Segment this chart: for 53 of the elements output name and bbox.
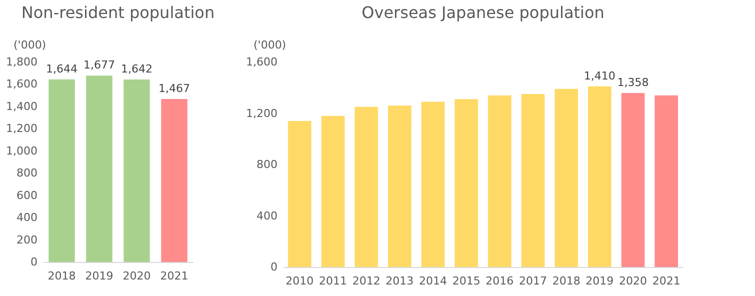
y-tick-label: 400	[16, 211, 38, 224]
y-tick-label: 200	[16, 233, 38, 246]
y-tick-label: 600	[16, 188, 38, 202]
y-tick-label: 1,600	[246, 56, 278, 68]
x-tick-label: 2021	[652, 274, 680, 288]
chart-title: Non-resident population	[21, 3, 215, 22]
x-tick-label: 2019	[85, 270, 114, 282]
y-tick-label: 1,000	[6, 144, 38, 158]
bar	[588, 86, 612, 267]
y-tick-label: 1,800	[6, 56, 38, 68]
data-label: 1,642	[121, 62, 152, 76]
y-axis-title: ('000)	[14, 38, 46, 52]
bar	[521, 94, 545, 267]
bar	[654, 95, 678, 267]
x-tick-label: 2013	[386, 274, 414, 288]
bar	[621, 93, 645, 267]
y-tick-label: 1,400	[6, 100, 38, 113]
data-label: 1,644	[46, 62, 78, 76]
y-tick-label: 1,200	[6, 122, 38, 136]
x-tick-label: 2014	[419, 274, 447, 288]
x-tick-label: 2012	[352, 274, 380, 288]
bar	[321, 116, 345, 267]
bar	[554, 88, 578, 267]
x-tick-label: 2018	[48, 270, 76, 282]
x-tick-label: 2020	[122, 270, 151, 282]
bar	[454, 99, 478, 267]
bar	[421, 102, 445, 267]
x-tick-label: 2021	[160, 270, 188, 282]
data-label: 1,358	[617, 76, 649, 90]
x-tick-label: 2019	[586, 274, 614, 288]
bar	[388, 106, 412, 267]
y-tick-label: 400	[256, 209, 278, 222]
data-label: 1,677	[84, 58, 115, 72]
y-tick-label: 0	[30, 256, 38, 268]
y-tick-label: 1,200	[246, 106, 278, 120]
y-axis-title: ('000)	[254, 38, 286, 52]
x-tick-label: 2010	[286, 274, 314, 288]
y-tick-label: 0	[270, 260, 278, 274]
x-tick-label: 2017	[519, 274, 547, 288]
x-tick-label: 2015	[452, 274, 480, 288]
x-tick-label: 2011	[319, 274, 347, 288]
bar	[354, 106, 378, 267]
data-label: 1,410	[584, 69, 616, 82]
y-tick-label: 800	[256, 158, 278, 171]
data-label: 1,467	[158, 82, 190, 95]
bar	[488, 95, 512, 267]
x-tick-label: 2020	[619, 274, 647, 288]
bar	[288, 120, 312, 267]
y-tick-label: 800	[16, 166, 38, 180]
y-tick-label: 1,600	[6, 78, 38, 91]
x-tick-label: 2016	[486, 274, 514, 288]
x-tick-label: 2018	[552, 274, 580, 288]
chart-title: Overseas Japanese population	[362, 3, 604, 22]
